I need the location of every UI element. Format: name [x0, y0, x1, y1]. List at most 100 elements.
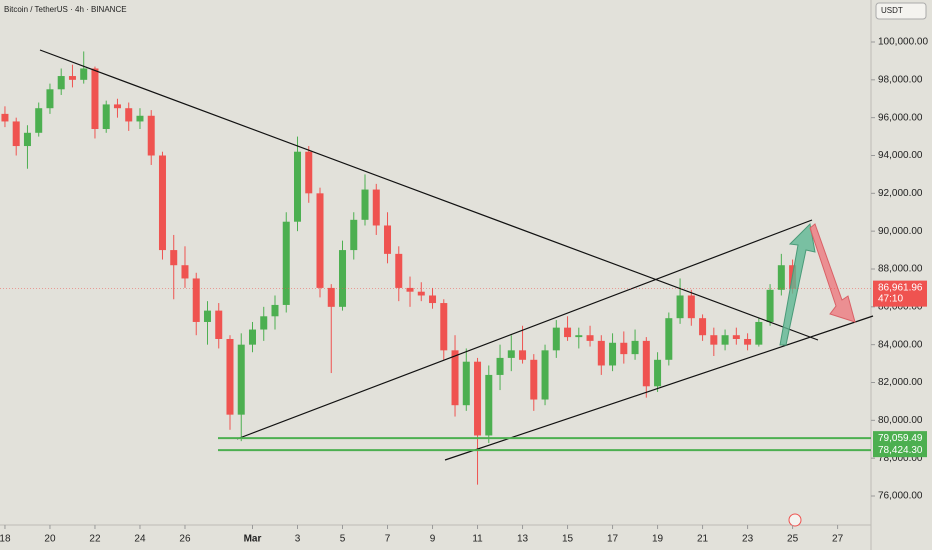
- candle-body: [755, 321, 763, 345]
- candle-body: [406, 287, 414, 292]
- candle-body: [46, 89, 54, 109]
- candle-body: [158, 155, 166, 251]
- candle-body: [485, 374, 493, 436]
- candle-body: [609, 342, 617, 366]
- x-tick-label: Mar: [244, 534, 262, 545]
- candle-body: [226, 338, 234, 415]
- x-tick-label: 27: [832, 534, 844, 545]
- candle-body: [631, 340, 639, 355]
- candle-body: [721, 335, 729, 345]
- trendlines: [39, 49, 874, 461]
- candle-body: [327, 287, 335, 307]
- countdown: 47:10: [878, 293, 903, 304]
- last-price-box: [873, 280, 927, 307]
- candle-body: [35, 108, 43, 133]
- candle-body: [732, 335, 740, 339]
- candle-body: [271, 304, 279, 317]
- up-arrow: [779, 222, 816, 346]
- x-tick-label: 13: [517, 534, 529, 545]
- candle-body: [113, 104, 121, 109]
- candle-body: [552, 327, 560, 351]
- candle-body: [91, 68, 99, 130]
- candle-body: [597, 340, 605, 366]
- candle-body: [564, 327, 572, 338]
- candle-body: [80, 68, 88, 80]
- plot: [1, 51, 797, 485]
- level-label: 78,424.30: [878, 445, 923, 456]
- candle-body: [1, 113, 9, 122]
- candle-body: [395, 253, 403, 288]
- chart-title: Bitcoin / TetherUS · 4h · BINANCE: [4, 5, 127, 14]
- x-tick-label: 11: [472, 534, 483, 545]
- candle-body: [429, 295, 437, 304]
- candle-body: [440, 303, 448, 351]
- candle-body: [339, 250, 347, 307]
- candle-body: [282, 221, 290, 305]
- x-tick-label: 26: [179, 534, 191, 545]
- candle-body: [451, 350, 459, 406]
- candle-body: [57, 76, 65, 90]
- candle-body: [586, 335, 594, 341]
- candle-body: [125, 108, 133, 122]
- candle-body: [417, 291, 425, 296]
- y-tick-label: 94,000.00: [878, 150, 923, 161]
- x-tick-label: 25: [787, 534, 799, 545]
- x-tick-label: 18: [0, 534, 11, 545]
- y-tick-label: 76,000.00: [878, 491, 923, 502]
- x-tick-label: 19: [652, 534, 664, 545]
- candle-body: [181, 265, 189, 279]
- candle-body: [541, 350, 549, 400]
- y-tick-label: 82,000.00: [878, 377, 923, 388]
- candle-body: [170, 250, 178, 266]
- candle-body: [248, 329, 256, 345]
- candle-body: [777, 265, 785, 290]
- candle-body: [575, 335, 583, 338]
- currency: USDT: [881, 6, 903, 15]
- candle-body: [687, 295, 695, 319]
- trendline: [39, 49, 819, 341]
- level-label-box: [873, 431, 927, 446]
- x-tick-label: 20: [44, 534, 56, 545]
- y-tick-label: 92,000.00: [878, 188, 923, 199]
- y-tick-label: 90,000.00: [878, 226, 923, 237]
- candle-body: [496, 357, 504, 375]
- candle-body: [68, 76, 76, 80]
- candle-body: [699, 318, 707, 336]
- candle-body: [316, 193, 324, 288]
- x-tick-label: 3: [295, 534, 301, 545]
- x-tick-label: 21: [697, 534, 709, 545]
- candle-body: [744, 338, 752, 345]
- candle-body: [384, 225, 392, 254]
- y-tick-label: 84,000.00: [878, 339, 923, 350]
- last-price-label: 86,961.96: [878, 282, 923, 293]
- x-tick-label: 17: [607, 534, 619, 545]
- candle-body: [474, 361, 482, 436]
- candle-body: [260, 316, 268, 330]
- y-tick-label: 98,000.00: [878, 74, 923, 85]
- candle-body: [215, 310, 223, 339]
- x-tick-label: 9: [430, 534, 436, 545]
- candle-body: [462, 361, 470, 406]
- y-tick-label: 78,000.00: [878, 453, 923, 464]
- icon: [788, 513, 802, 527]
- candle-body: [519, 350, 527, 360]
- candle-body: [620, 342, 628, 355]
- y-tick-label: 88,000.00: [878, 264, 923, 275]
- x-tick-label: 5: [340, 534, 346, 545]
- candle-body: [237, 344, 245, 415]
- y-tick-label: 100,000.00: [878, 37, 928, 48]
- candle-body: [654, 359, 662, 387]
- x-tick-label: 22: [89, 534, 101, 545]
- candle-body: [665, 318, 673, 360]
- down-arrow: [809, 223, 856, 323]
- candle-body: [305, 151, 313, 194]
- candle-body: [507, 350, 515, 358]
- x-tick-label: 23: [742, 534, 754, 545]
- trendline: [444, 315, 874, 461]
- candle-body: [192, 278, 200, 322]
- candle-body: [766, 289, 774, 322]
- candle-body: [372, 189, 380, 226]
- candle-body: [294, 151, 302, 222]
- candle-body: [361, 189, 369, 220]
